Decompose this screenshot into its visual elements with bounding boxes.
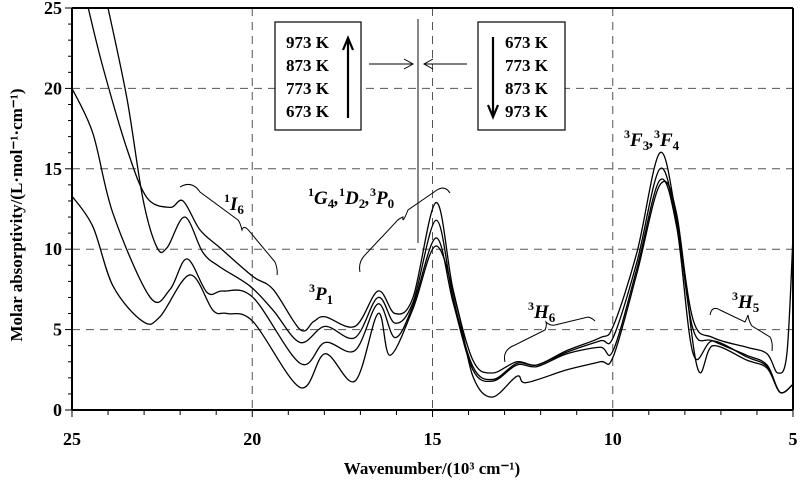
series-line-673K <box>72 180 793 398</box>
x-tick-label: 15 <box>424 429 442 449</box>
y-tick-label: 25 <box>44 0 62 18</box>
legend-heating: 973 K 873 K 773 K 673 K <box>274 21 362 131</box>
arrow-down-icon <box>486 37 500 120</box>
arrow-right-icon <box>369 58 415 70</box>
legend-label: 773 K <box>286 79 330 98</box>
arrow-left-icon <box>422 58 467 70</box>
annotation-3F3-3F4: 3F3,3F4 <box>624 127 680 153</box>
legend-label: 973 K <box>286 33 330 52</box>
annotation-3P1: 3P1 <box>309 281 333 307</box>
legend-cooling: 673 K 773 K 873 K 973 K <box>477 21 566 131</box>
y-tick-label: 5 <box>53 320 62 340</box>
series-line-773K <box>72 88 793 394</box>
annotation-3H5: 3H5 <box>732 289 760 315</box>
annotation-1I6: 1I6 <box>224 191 244 217</box>
series-line-873K <box>107 8 793 394</box>
annotation-1G4-1D2-3P0: 1G4,1D2,3P0 <box>308 185 394 211</box>
axes: 0 5 10 15 20 25 25 20 15 10 5 <box>44 0 798 449</box>
series-curves <box>72 8 793 398</box>
x-tick-label: 25 <box>63 429 81 449</box>
y-tick-label: 0 <box>53 400 62 420</box>
legend-label: 873 K <box>286 56 330 75</box>
y-axis-title: Molar absorptivity/(L·mol⁻¹·cm⁻¹) <box>7 88 26 341</box>
legend-label: 673 K <box>505 33 549 52</box>
legend-label: 873 K <box>505 79 549 98</box>
legend-label: 973 K <box>505 102 549 121</box>
annotation-3H6: 3H6 <box>528 299 556 325</box>
x-tick-label: 10 <box>604 429 622 449</box>
legend-label: 673 K <box>286 102 330 121</box>
y-tick-label: 20 <box>44 78 62 98</box>
y-tick-label: 10 <box>44 239 62 259</box>
x-axis-title: Wavenumber/(10³ cm⁻¹) <box>344 459 520 478</box>
y-tick-label: 15 <box>44 159 62 179</box>
legend-label: 773 K <box>505 56 549 75</box>
arrow-up-icon <box>341 35 355 118</box>
x-tick-label: 5 <box>789 429 798 449</box>
series-line-973K <box>87 8 793 374</box>
annotation-braces <box>179 183 773 363</box>
x-tick-label: 20 <box>243 429 261 449</box>
